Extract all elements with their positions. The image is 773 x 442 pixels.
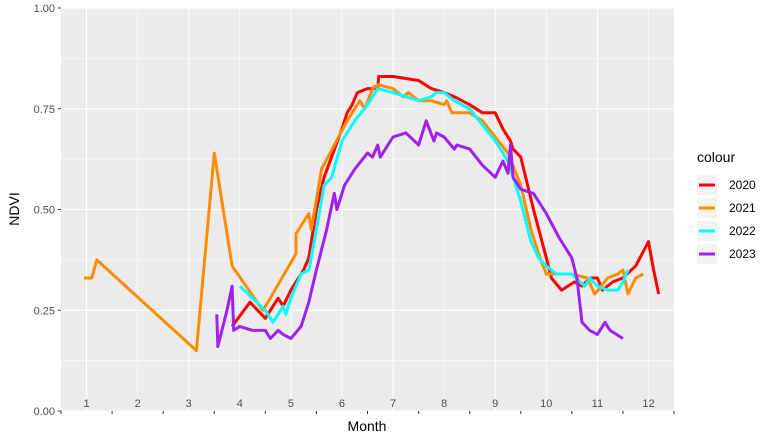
- month-label: 2: [135, 398, 141, 410]
- month-labels: 1 2 3 4 5 6 7 8 9 10 11 12: [83, 398, 654, 410]
- x-axis: [60, 411, 675, 414]
- y-tick-label: 1.00: [34, 3, 55, 15]
- series-line-2021: [84, 83, 645, 353]
- series-line-2022: [238, 87, 630, 324]
- series-line-2020: [230, 75, 661, 328]
- series-lines: [84, 75, 661, 353]
- legend-title: colour: [697, 149, 735, 165]
- month-label: 6: [339, 398, 345, 410]
- month-label: 11: [592, 398, 603, 410]
- month-label: 7: [390, 398, 396, 410]
- month-label: 1: [83, 398, 89, 410]
- series-line-2023: [215, 119, 624, 348]
- y-axis-title: NDVI: [6, 192, 22, 225]
- month-label: 8: [441, 398, 447, 410]
- month-label: 10: [540, 398, 552, 410]
- grid-lines: [61, 7, 674, 412]
- y-tick-label: 0.75: [34, 104, 55, 116]
- legend-label-2022: 2022: [729, 224, 756, 238]
- y-tick-label: 0.25: [34, 305, 55, 317]
- legend-label-2020: 2020: [729, 178, 756, 192]
- legend: colour 2020 2021 2022 2023: [697, 149, 756, 264]
- month-label: 12: [642, 398, 654, 410]
- month-label: 4: [237, 398, 243, 410]
- y-tick-label: 0.50: [34, 205, 55, 217]
- y-tick-label: 0.00: [34, 406, 55, 418]
- x-axis-title: Month: [348, 418, 387, 434]
- month-label: 3: [186, 398, 192, 410]
- y-axis: 0.00 0.25 0.50 0.75 1.00: [34, 3, 61, 418]
- legend-label-2023: 2023: [729, 247, 756, 261]
- month-label: 9: [492, 398, 498, 410]
- legend-label-2021: 2021: [729, 201, 756, 215]
- month-label: 5: [288, 398, 294, 410]
